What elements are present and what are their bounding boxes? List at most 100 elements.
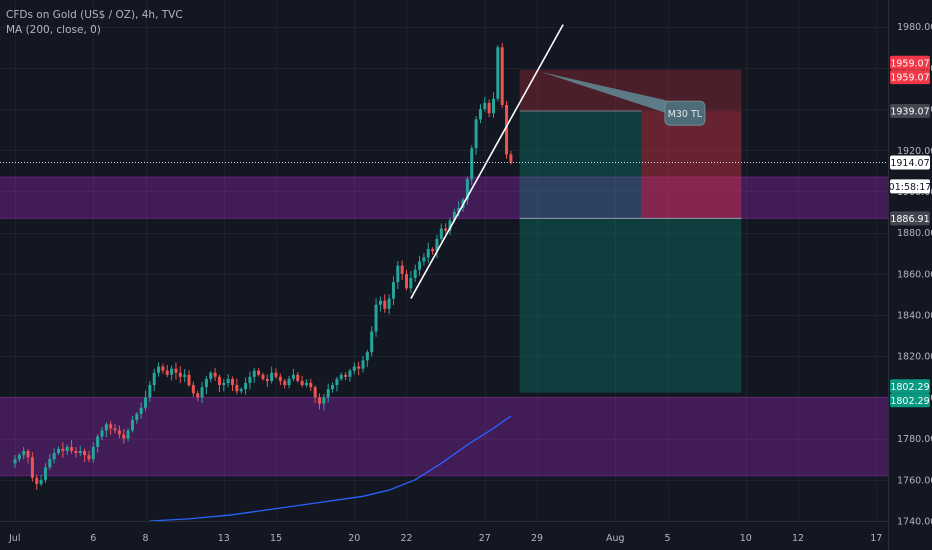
candle-body	[104, 424, 108, 431]
candle	[183, 369, 187, 382]
candle	[200, 381, 204, 404]
candle	[117, 425, 121, 439]
candle	[165, 365, 169, 378]
candle	[304, 379, 308, 388]
price-tag-bg	[890, 155, 930, 170]
candle	[235, 378, 239, 395]
candle	[152, 368, 156, 392]
support-resistance-zones	[0, 176, 888, 477]
candle-body	[235, 385, 239, 392]
candle	[13, 454, 17, 468]
indicator-label[interactable]: MA (200, close, 0)	[6, 24, 101, 36]
candle-body	[435, 238, 439, 252]
callout-pointer	[541, 72, 679, 118]
candle	[104, 422, 108, 437]
candle	[26, 448, 30, 464]
candle	[57, 446, 60, 455]
candle-body	[135, 413, 139, 421]
time-tick-label: 15	[270, 533, 282, 544]
candle-body	[383, 300, 387, 309]
candle-body	[187, 374, 191, 386]
zone-band	[0, 177, 888, 219]
candle-body	[239, 389, 243, 392]
candle	[100, 426, 104, 441]
candle-body	[291, 374, 295, 379]
candle	[22, 446, 26, 460]
price-axis-tag: 01:58:17	[889, 179, 931, 194]
candle	[17, 452, 21, 463]
drawings[interactable]: M30 TL	[0, 24, 888, 299]
candle-body	[313, 387, 317, 398]
candle	[378, 296, 382, 312]
profit-zone	[519, 218, 742, 393]
candle	[344, 372, 348, 381]
candle-body	[483, 102, 487, 110]
candle	[239, 387, 243, 394]
candle	[287, 376, 291, 389]
candle	[187, 370, 191, 387]
candle-body	[222, 383, 226, 386]
candle	[487, 99, 491, 118]
candle	[322, 393, 326, 411]
candle-body	[396, 265, 400, 283]
candle-body	[378, 300, 382, 305]
candle	[161, 363, 165, 374]
candle	[492, 92, 495, 118]
candle-body	[496, 47, 500, 99]
callout-box	[664, 100, 706, 126]
candle-body	[265, 378, 269, 381]
candle	[52, 448, 56, 464]
candle-body	[370, 331, 374, 353]
candle	[139, 402, 143, 420]
time-axis[interactable]: Jul 6 8 13 15 20 22 27 29 Aug 5 10 12 17	[8, 533, 882, 544]
candle-body	[217, 376, 221, 386]
candle-body	[83, 450, 87, 456]
stop-loss-zone	[519, 69, 742, 112]
candle-body	[126, 430, 130, 439]
candle	[474, 116, 478, 155]
time-tick-label: 27	[479, 533, 491, 544]
candle-body	[174, 368, 178, 373]
price-tag-bg	[890, 55, 930, 70]
candle	[130, 416, 134, 433]
candle	[505, 101, 509, 159]
candle-body	[91, 446, 95, 460]
candle	[444, 223, 448, 234]
candle	[252, 367, 256, 383]
candle	[413, 264, 417, 282]
candle	[30, 452, 34, 482]
candle	[391, 276, 395, 306]
candle	[78, 445, 82, 457]
trend-line	[410, 24, 564, 299]
candle-body	[191, 385, 195, 394]
candle-body	[309, 383, 313, 388]
candle-body	[78, 450, 82, 454]
candle	[113, 424, 117, 434]
candle-body	[278, 376, 282, 381]
candle	[283, 378, 287, 389]
candle-body	[261, 374, 265, 379]
candle-body	[130, 420, 134, 431]
price-tag-text: 1914.07	[890, 158, 929, 169]
candle-body	[505, 104, 509, 155]
time-tick-label: 5	[664, 533, 670, 544]
candle-body	[470, 148, 474, 180]
short-position-tool[interactable]	[519, 69, 742, 393]
candle-body	[357, 366, 361, 369]
candle-body	[304, 383, 308, 386]
candle-body	[48, 459, 52, 468]
candle	[257, 368, 261, 377]
price-axis-labels: 1959.07 1959.07 1939.07 1914.07 01:58:17 1886…	[889, 55, 931, 408]
candle	[244, 377, 248, 395]
candle-body	[165, 370, 169, 375]
candle-body	[113, 428, 117, 431]
candle	[126, 428, 130, 442]
candle-body	[30, 457, 34, 478]
candle	[174, 362, 178, 380]
profit-zone-partial	[519, 111, 642, 219]
candle-body	[444, 228, 448, 231]
symbol-title[interactable]: CFDs on Gold (US$ / OZ), 4h, TVC	[6, 9, 183, 21]
candle	[191, 381, 195, 397]
candle-body	[465, 179, 469, 200]
